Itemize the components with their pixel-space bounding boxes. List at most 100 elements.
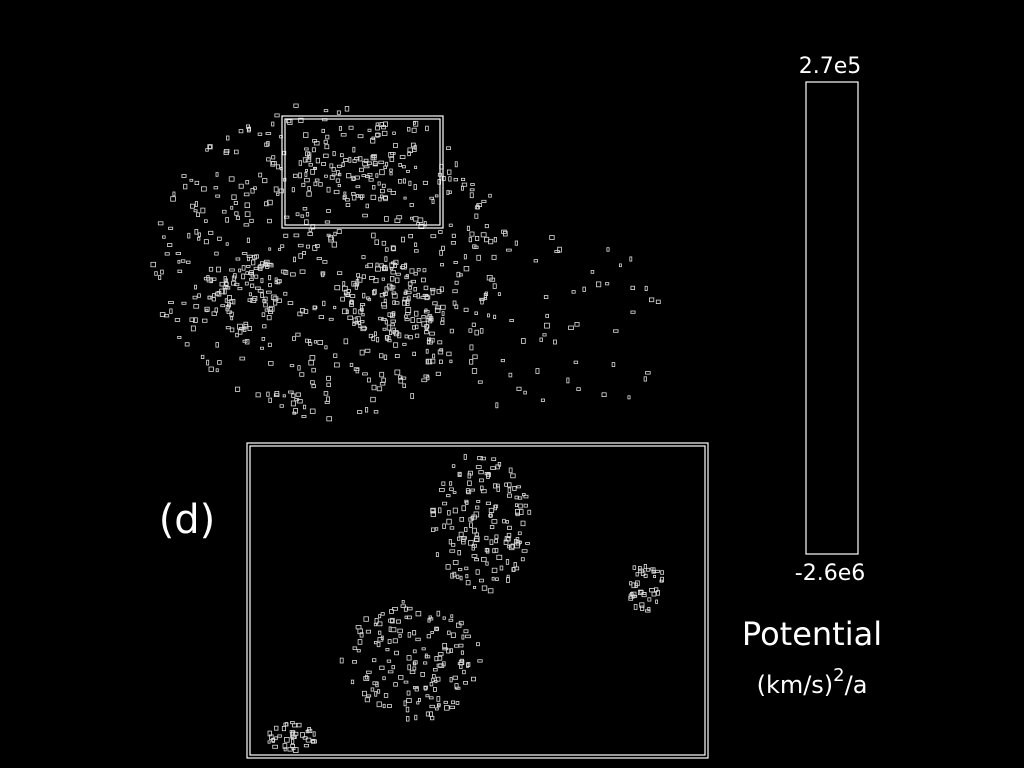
speck xyxy=(394,650,400,656)
speck xyxy=(343,338,349,345)
speck xyxy=(404,334,409,339)
speck xyxy=(510,473,516,479)
speck xyxy=(352,321,356,326)
speck xyxy=(271,161,278,166)
speck xyxy=(634,582,638,588)
speck xyxy=(333,353,338,358)
speck xyxy=(193,317,198,323)
speck xyxy=(354,284,358,290)
speck xyxy=(423,285,429,291)
speck xyxy=(474,235,480,241)
speck xyxy=(490,466,496,471)
speck xyxy=(350,294,356,298)
speck xyxy=(466,225,470,231)
speck xyxy=(244,211,251,218)
speck xyxy=(435,305,441,310)
speck xyxy=(461,182,468,187)
colorbar-unit: (km/s)2/a xyxy=(757,665,868,699)
speck xyxy=(266,157,271,162)
speck xyxy=(640,605,645,611)
speck xyxy=(434,194,439,198)
speck xyxy=(412,294,418,298)
speck xyxy=(465,488,470,494)
speck xyxy=(659,579,664,583)
speck xyxy=(474,311,478,315)
colorbar xyxy=(805,81,859,555)
speck xyxy=(454,683,459,689)
speck xyxy=(225,217,229,223)
speck xyxy=(387,335,391,340)
speck xyxy=(372,161,378,166)
speck xyxy=(242,339,248,343)
speck xyxy=(653,575,656,579)
speck xyxy=(449,487,454,491)
speck xyxy=(371,336,376,342)
speck xyxy=(522,492,526,497)
speck xyxy=(444,705,450,711)
speck xyxy=(241,265,246,271)
speck xyxy=(410,317,415,324)
speck xyxy=(447,630,451,635)
speck xyxy=(442,661,446,667)
speck xyxy=(505,520,509,524)
speck xyxy=(468,517,473,522)
speck xyxy=(448,176,452,182)
speck xyxy=(386,324,392,331)
speck xyxy=(391,311,396,317)
speck xyxy=(265,132,272,135)
speck xyxy=(500,358,505,363)
speck xyxy=(455,622,462,628)
speck xyxy=(225,304,230,310)
speck xyxy=(392,607,398,611)
speck xyxy=(428,696,434,700)
speck xyxy=(405,307,412,313)
speck xyxy=(375,125,380,131)
speck xyxy=(437,179,441,185)
speck xyxy=(471,554,478,558)
speck xyxy=(619,263,622,268)
speck xyxy=(413,249,419,253)
inset-frame-inner xyxy=(249,445,706,756)
speck xyxy=(405,716,410,722)
speck xyxy=(463,629,469,634)
speck xyxy=(447,510,451,516)
speck xyxy=(307,186,311,191)
speck xyxy=(420,277,426,283)
speck xyxy=(341,161,345,167)
speck xyxy=(208,366,214,372)
speck xyxy=(326,416,332,422)
speck xyxy=(389,151,396,155)
speck xyxy=(254,274,259,279)
speck xyxy=(474,329,479,336)
speck xyxy=(232,298,236,305)
speck xyxy=(380,612,385,616)
speck xyxy=(451,233,456,238)
speck xyxy=(393,331,400,337)
speck xyxy=(374,239,379,245)
speck xyxy=(305,211,310,217)
speck xyxy=(514,539,518,544)
speck xyxy=(159,312,166,317)
speck xyxy=(177,335,182,339)
speck xyxy=(255,392,261,398)
speck xyxy=(654,569,660,573)
speck xyxy=(416,317,422,323)
speck xyxy=(452,560,459,565)
speck xyxy=(352,177,356,181)
speck xyxy=(517,531,522,536)
speck xyxy=(290,738,295,745)
speck xyxy=(377,689,381,694)
speck xyxy=(363,616,369,622)
speck xyxy=(169,308,173,314)
speck xyxy=(476,642,480,647)
speck xyxy=(429,196,434,200)
speck xyxy=(181,301,187,305)
speck xyxy=(426,375,430,381)
speck xyxy=(355,625,362,630)
speck xyxy=(298,117,304,123)
speck xyxy=(250,271,254,278)
speck xyxy=(446,494,451,498)
speck xyxy=(363,165,370,169)
speck xyxy=(381,317,387,321)
colorbar-title: Potential xyxy=(742,615,882,653)
